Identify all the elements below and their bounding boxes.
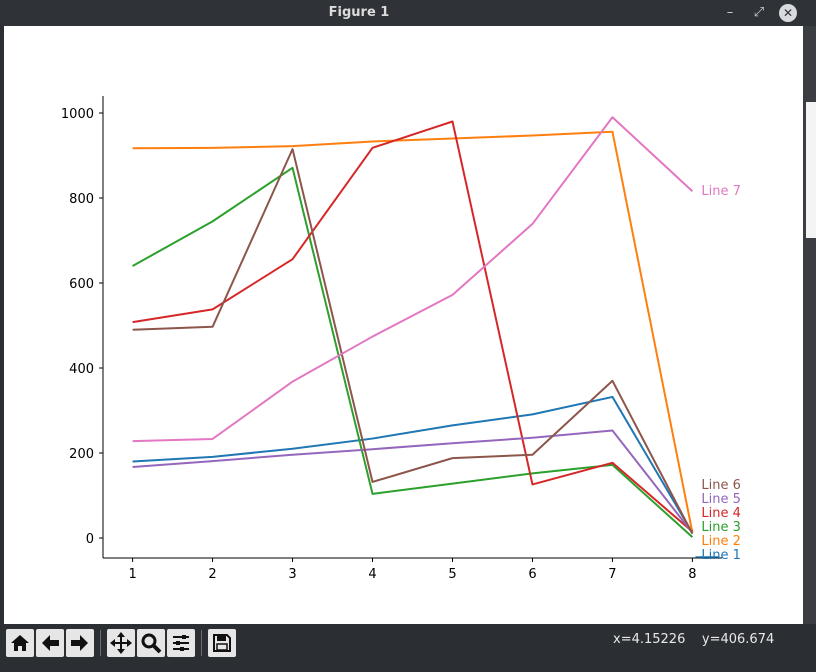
- series-line-3: [132, 166, 694, 538]
- series-line-5: [132, 429, 694, 534]
- x-tick-label: 7: [608, 567, 616, 582]
- window-title: Figure 1: [328, 5, 390, 20]
- series-label-3: Line 3: [701, 520, 741, 535]
- x-readout: x=4.15226: [613, 632, 686, 647]
- back-arrow-icon[interactable]: [36, 629, 64, 657]
- axes: 1 2 3 4 5 6 7 8 0 200 400 600 800 1000: [61, 96, 722, 582]
- toolbar-separator: [201, 630, 202, 656]
- minimize-icon[interactable]: –: [726, 5, 734, 20]
- x-tick-label: 1: [128, 567, 136, 582]
- home-icon[interactable]: [6, 629, 34, 657]
- navigation-toolbar: x=4.15226 y=406.674: [0, 624, 816, 672]
- x-tick-label: 6: [528, 567, 536, 582]
- background-window-panel: [806, 102, 816, 238]
- y-tick-label: 400: [69, 362, 94, 377]
- save-icon[interactable]: [208, 629, 236, 657]
- forward-arrow-icon[interactable]: [66, 629, 94, 657]
- x-tick-label: 8: [688, 567, 696, 582]
- series-line-7: [132, 116, 694, 443]
- configure-subplots-icon[interactable]: [167, 629, 195, 657]
- series-label-7: Line 7: [701, 184, 741, 199]
- y-tick-label: 800: [69, 192, 94, 207]
- series-line-2: [132, 130, 694, 533]
- series-line-1: [132, 395, 694, 534]
- series-label-6: Line 6: [701, 478, 741, 493]
- x-tick-label: 3: [288, 567, 296, 582]
- series-label-5: Line 5: [701, 492, 741, 507]
- close-icon[interactable]: ✕: [779, 4, 797, 22]
- maximize-icon[interactable]: ⤢: [753, 5, 765, 20]
- series-line-6: [132, 148, 694, 535]
- series-line-4: [132, 120, 694, 533]
- x-tick-label: 2: [208, 567, 216, 582]
- cursor-coordinates: x=4.15226 y=406.674: [613, 632, 774, 647]
- series-label-4: Line 4: [701, 506, 741, 521]
- y-tick-label: 600: [69, 277, 94, 292]
- title-bar: Figure 1 – ⤢ ✕: [0, 0, 816, 26]
- toolbar-separator: [100, 630, 101, 656]
- y-tick-label: 0: [86, 532, 94, 547]
- x-tick-label: 4: [368, 567, 376, 582]
- y-readout: y=406.674: [701, 632, 775, 647]
- series-label-2: Line 2: [701, 534, 741, 549]
- x-tick-label: 5: [448, 567, 456, 582]
- pan-icon[interactable]: [107, 629, 135, 657]
- y-tick-label: 200: [69, 447, 94, 462]
- zoom-icon[interactable]: [137, 629, 165, 657]
- figure-canvas[interactable]: 1 2 3 4 5 6 7 8 0 200 400 600 800 1000 Line 1 Line 2 Li…: [4, 26, 803, 624]
- series-label-1: Line 1: [701, 548, 741, 563]
- series-lines: [132, 116, 694, 538]
- y-tick-label: 1000: [61, 107, 94, 122]
